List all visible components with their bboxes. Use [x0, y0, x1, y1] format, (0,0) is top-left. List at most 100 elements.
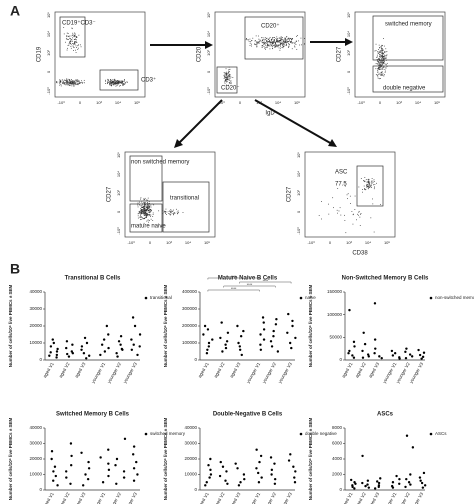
data-point — [87, 460, 90, 464]
event-dot — [265, 38, 266, 40]
event-dot — [383, 56, 384, 57]
event-dot — [71, 80, 73, 82]
data-point — [82, 352, 86, 355]
gate — [59, 16, 86, 58]
event-dot — [336, 209, 338, 211]
event-dot — [296, 35, 298, 36]
y-tick-label: 100000 — [327, 312, 343, 317]
event-dot — [144, 210, 146, 211]
event-dot — [377, 74, 379, 76]
event-dot — [112, 79, 114, 80]
event-dot — [377, 61, 379, 63]
event-dot — [145, 202, 146, 204]
event-dot — [266, 40, 267, 42]
event-dot — [111, 84, 113, 86]
data-point — [234, 462, 237, 465]
event-dot — [258, 42, 260, 44]
event-dot — [112, 81, 114, 83]
x-tick-label: 0 — [329, 240, 332, 245]
event-dot — [277, 41, 279, 42]
event-dot — [76, 80, 78, 82]
event-dot — [272, 37, 273, 38]
event-dot — [146, 220, 148, 222]
event-dot — [71, 28, 73, 30]
data-point — [419, 479, 422, 482]
event-dot — [67, 82, 69, 83]
event-dot — [266, 41, 268, 43]
event-dot — [370, 181, 372, 183]
data-point — [70, 454, 73, 458]
event-dot — [268, 44, 270, 46]
event-dot — [71, 82, 73, 83]
data-point — [115, 482, 118, 485]
event-dot — [225, 68, 227, 70]
event-dot — [368, 186, 370, 188]
event-dot — [262, 45, 264, 46]
event-dot — [272, 38, 274, 40]
event-dot — [279, 37, 281, 39]
event-dot — [374, 184, 376, 185]
event-dot — [121, 82, 122, 84]
event-dot — [147, 215, 149, 217]
x-tick-label: 10³ — [96, 100, 102, 105]
y-axis-label: Number of cells/10⁶ live PBMCs ± SEM — [308, 284, 313, 367]
event-dot — [72, 82, 74, 84]
event-dot — [149, 206, 151, 207]
event-dot — [56, 81, 57, 83]
data-point — [292, 465, 295, 468]
event-dot — [145, 209, 147, 211]
event-dot — [165, 211, 166, 212]
data-point — [352, 340, 356, 344]
data-point — [49, 345, 53, 348]
event-dot — [73, 83, 75, 85]
event-dot — [373, 231, 375, 233]
event-dot — [68, 44, 70, 46]
event-dot — [265, 45, 267, 46]
event-dot — [64, 79, 66, 81]
event-dot — [114, 83, 115, 84]
event-dot — [273, 44, 275, 46]
event-dot — [73, 81, 75, 83]
event-dot — [83, 79, 85, 81]
x-tick-label: 0 — [149, 240, 152, 245]
event-dot — [382, 63, 383, 65]
data-point — [259, 454, 263, 458]
event-dot — [141, 201, 143, 203]
arrow-head — [345, 38, 353, 46]
event-dot — [378, 58, 380, 60]
data-point — [395, 474, 398, 478]
event-dot — [346, 194, 348, 196]
event-dot — [74, 38, 76, 40]
data-point — [69, 442, 73, 445]
event-dot — [114, 81, 116, 83]
event-dot — [276, 45, 278, 47]
event-dot — [349, 195, 351, 197]
event-dot — [76, 37, 78, 38]
data-point — [239, 481, 242, 484]
event-dot — [379, 57, 381, 59]
event-dot — [66, 78, 68, 80]
event-dot — [284, 39, 286, 41]
data-point — [366, 483, 369, 486]
data-point — [240, 353, 243, 357]
event-dot — [383, 57, 385, 59]
data-point — [132, 467, 136, 470]
event-dot — [289, 39, 290, 41]
event-dot — [368, 180, 369, 182]
event-dot — [78, 82, 80, 84]
event-dot — [137, 204, 139, 206]
event-dot — [115, 83, 116, 85]
event-dot — [258, 38, 260, 40]
data-point — [205, 352, 209, 355]
data-point — [353, 487, 356, 490]
event-dot — [382, 62, 383, 64]
event-dot — [372, 198, 373, 200]
event-dot — [362, 191, 363, 193]
event-dot — [105, 83, 106, 85]
event-dot — [74, 36, 75, 38]
event-dot — [81, 80, 82, 82]
event-dot — [147, 208, 148, 210]
event-dot — [375, 43, 377, 45]
event-dot — [339, 207, 341, 209]
event-dot — [359, 216, 361, 218]
